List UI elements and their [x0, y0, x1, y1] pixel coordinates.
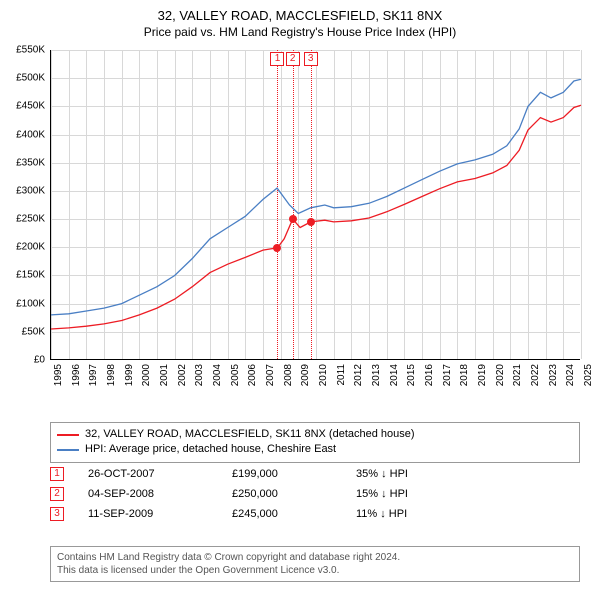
xtick-label: 2011: [336, 364, 347, 386]
ytick-label: £350K: [16, 157, 45, 168]
footer-line1: Contains HM Land Registry data © Crown c…: [57, 551, 573, 564]
xtick-label: 2007: [265, 364, 276, 386]
legend-swatch-hpi: [57, 449, 79, 451]
xtick-label: 2025: [583, 364, 594, 386]
xtick-label: 2004: [212, 364, 223, 386]
xtick-label: 2008: [283, 364, 294, 386]
plot-region: 123: [50, 50, 580, 360]
xtick-label: 2024: [565, 364, 576, 386]
ytick-label: £200K: [16, 242, 45, 253]
ytick-label: £150K: [16, 270, 45, 281]
sale-marker: [273, 244, 281, 252]
xtick-label: 1995: [53, 364, 64, 386]
xtick-label: 2015: [406, 364, 417, 386]
legend-item-property: 32, VALLEY ROAD, MACCLESFIELD, SK11 8NX …: [57, 427, 573, 442]
sale-number-box: 3: [304, 52, 318, 66]
xtick-label: 1999: [124, 364, 135, 386]
sale-price-1: £199,000: [232, 468, 332, 480]
xtick-label: 2009: [300, 364, 311, 386]
chart-container: 32, VALLEY ROAD, MACCLESFIELD, SK11 8NX …: [0, 0, 600, 590]
sale-diff-2: 15% ↓ HPI: [356, 488, 476, 500]
ytick-label: £500K: [16, 73, 45, 84]
xtick-label: 2017: [442, 364, 453, 386]
xtick-label: 2023: [548, 364, 559, 386]
sale-marker: [307, 218, 315, 226]
sale-marker: [289, 215, 297, 223]
sale-row-1: 1 26-OCT-2007 £199,000 35% ↓ HPI: [50, 464, 580, 484]
sale-row-3: 3 11-SEP-2009 £245,000 11% ↓ HPI: [50, 504, 580, 524]
legend-swatch-property: [57, 434, 79, 436]
ytick-label: £250K: [16, 214, 45, 225]
xtick-label: 1998: [106, 364, 117, 386]
legend-label-hpi: HPI: Average price, detached house, Ches…: [85, 442, 336, 457]
sale-date-1: 26-OCT-2007: [88, 468, 208, 480]
sale-price-3: £245,000: [232, 508, 332, 520]
xtick-label: 1997: [88, 364, 99, 386]
sale-num-2: 2: [50, 487, 64, 501]
ytick-label: £0: [34, 355, 45, 366]
xtick-label: 2005: [230, 364, 241, 386]
xtick-label: 2013: [371, 364, 382, 386]
sale-date-3: 11-SEP-2009: [88, 508, 208, 520]
footer-attribution: Contains HM Land Registry data © Crown c…: [50, 546, 580, 582]
xtick-label: 2021: [512, 364, 523, 386]
chart-area: 123 £0£50K£100K£150K£200K£250K£300K£350K…: [50, 50, 580, 380]
xtick-label: 2001: [159, 364, 170, 386]
ytick-label: £400K: [16, 129, 45, 140]
xtick-label: 2006: [247, 364, 258, 386]
xtick-label: 2019: [477, 364, 488, 386]
xtick-label: 2014: [389, 364, 400, 386]
xtick-label: 2003: [194, 364, 205, 386]
sale-price-2: £250,000: [232, 488, 332, 500]
xtick-label: 2012: [353, 364, 364, 386]
ytick-label: £550K: [16, 45, 45, 56]
sale-date-2: 04-SEP-2008: [88, 488, 208, 500]
series-lines: [51, 50, 581, 360]
sale-number-box: 2: [286, 52, 300, 66]
ytick-label: £50K: [22, 326, 45, 337]
sale-row-2: 2 04-SEP-2008 £250,000 15% ↓ HPI: [50, 484, 580, 504]
chart-title: 32, VALLEY ROAD, MACCLESFIELD, SK11 8NX: [0, 0, 600, 25]
footer-line2: This data is licensed under the Open Gov…: [57, 564, 573, 577]
ytick-label: £100K: [16, 298, 45, 309]
xtick-label: 1996: [71, 364, 82, 386]
sale-num-1: 1: [50, 467, 64, 481]
sale-number-box: 1: [270, 52, 284, 66]
sales-table: 1 26-OCT-2007 £199,000 35% ↓ HPI 2 04-SE…: [50, 464, 580, 524]
ytick-label: £450K: [16, 101, 45, 112]
xtick-label: 2010: [318, 364, 329, 386]
legend-item-hpi: HPI: Average price, detached house, Ches…: [57, 442, 573, 457]
legend: 32, VALLEY ROAD, MACCLESFIELD, SK11 8NX …: [50, 422, 580, 463]
chart-subtitle: Price paid vs. HM Land Registry's House …: [0, 25, 600, 41]
xtick-label: 2022: [530, 364, 541, 386]
xtick-label: 2020: [495, 364, 506, 386]
xtick-label: 2000: [141, 364, 152, 386]
legend-label-property: 32, VALLEY ROAD, MACCLESFIELD, SK11 8NX …: [85, 427, 415, 442]
xtick-label: 2016: [424, 364, 435, 386]
xtick-label: 2002: [177, 364, 188, 386]
xtick-label: 2018: [459, 364, 470, 386]
sale-diff-1: 35% ↓ HPI: [356, 468, 476, 480]
sale-num-3: 3: [50, 507, 64, 521]
ytick-label: £300K: [16, 185, 45, 196]
sale-diff-3: 11% ↓ HPI: [356, 508, 476, 520]
